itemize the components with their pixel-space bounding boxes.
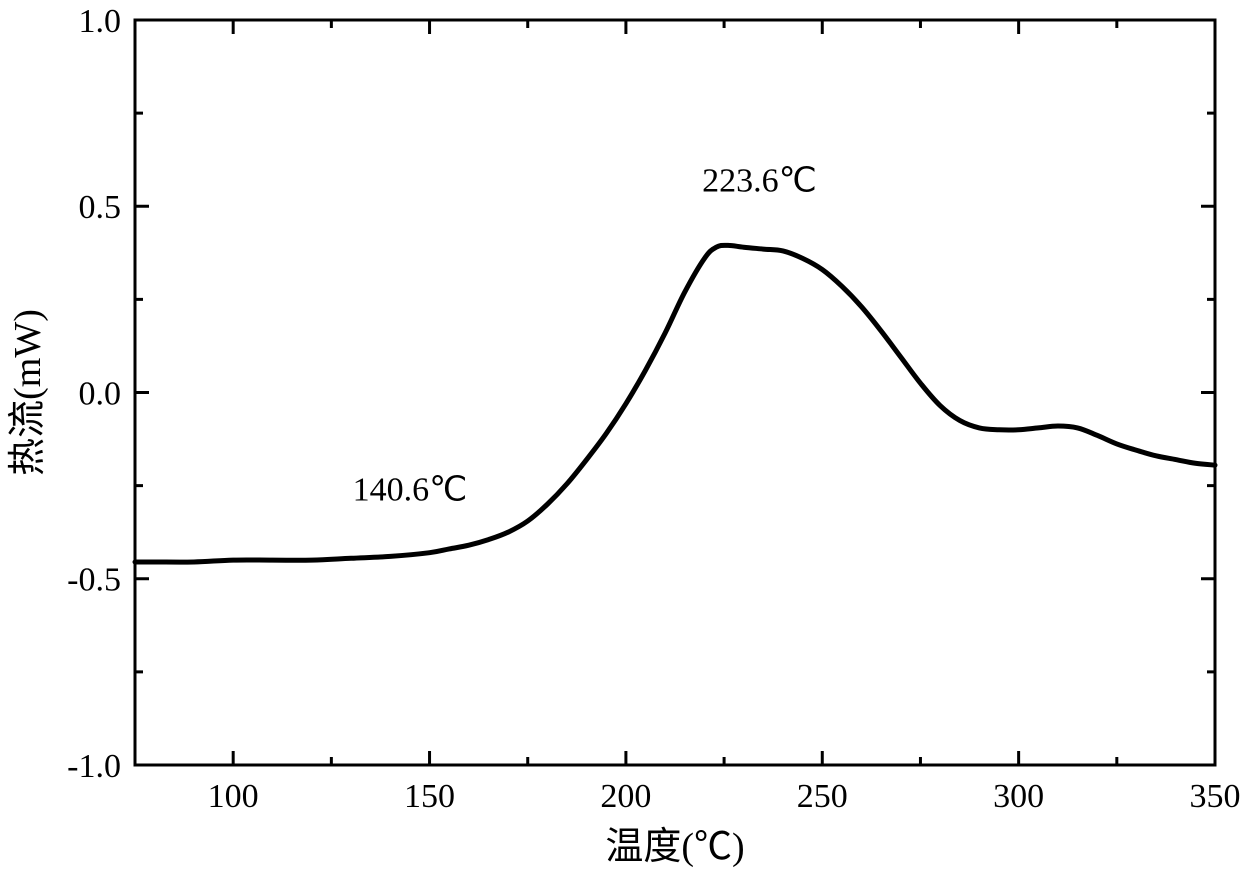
y-axis-label: 热流(mW) [7,309,49,476]
x-tick-label: 150 [404,778,455,815]
y-tick-label: 1.0 [79,3,122,40]
y-tick-label: -0.5 [67,562,121,599]
y-tick-label: 0.5 [79,189,122,226]
x-tick-label: 250 [797,778,848,815]
x-tick-label: 350 [1190,778,1240,815]
x-axis-label: 温度(℃) [605,826,744,868]
y-tick-label: 0.0 [79,375,122,412]
annotation-label-0: 140.6℃ [353,472,468,509]
annotation-label-1: 223.6℃ [702,162,817,199]
x-tick-label: 200 [600,778,651,815]
x-tick-label: 100 [208,778,259,815]
y-tick-label: -1.0 [67,748,121,785]
chart-svg: 100 150 200 250 300 350 -1.0 -0.5 0.0 0.5 1.0 温度(℃)… [0,0,1240,870]
x-tick-label: 300 [993,778,1044,815]
dsc-chart: 100 150 200 250 300 350 -1.0 -0.5 0.0 0.5 1.0 温度(℃)… [0,0,1240,870]
